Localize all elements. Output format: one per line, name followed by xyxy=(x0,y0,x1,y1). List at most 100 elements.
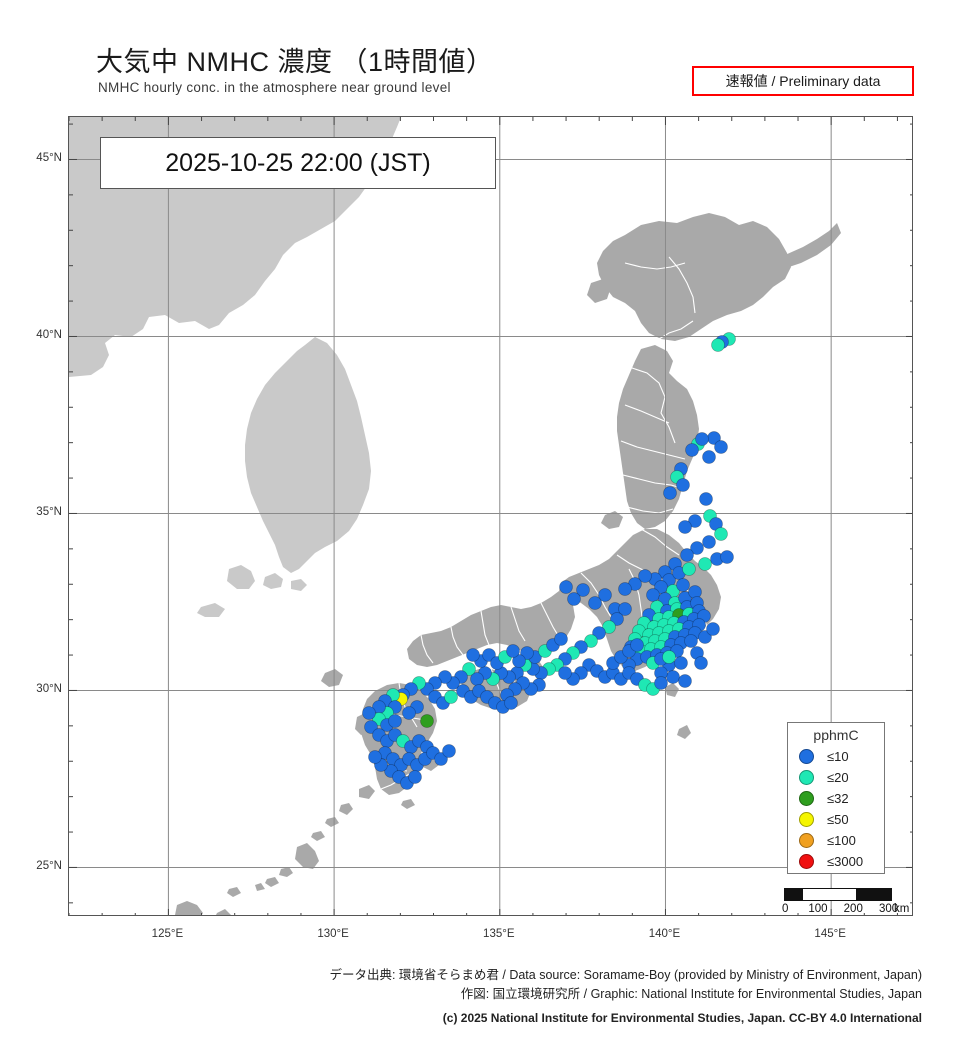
scale-bar-segment-half xyxy=(802,889,821,900)
scale-bar-tick-label: 200 xyxy=(843,903,863,915)
station-point[interactable] xyxy=(680,548,694,562)
x-axis-label: 125°E xyxy=(151,928,184,940)
scale-bar-unit: km xyxy=(894,903,910,915)
legend-color-swatch xyxy=(799,791,814,806)
datetime-box: 2025-10-25 22:00 (JST) xyxy=(100,137,496,189)
station-point[interactable] xyxy=(638,569,652,583)
station-point[interactable] xyxy=(720,550,734,564)
station-point[interactable] xyxy=(506,644,520,658)
y-axis-label: 35°N xyxy=(36,506,62,519)
legend-item-label: ≤32 xyxy=(827,791,849,806)
legend-color-swatch xyxy=(799,812,814,827)
station-point[interactable] xyxy=(694,656,708,670)
station-point[interactable] xyxy=(444,690,458,704)
station-point[interactable] xyxy=(684,634,698,648)
station-point[interactable] xyxy=(676,578,690,592)
station-point[interactable] xyxy=(695,432,709,446)
station-point[interactable] xyxy=(588,596,602,610)
station-point[interactable] xyxy=(462,662,476,676)
station-point[interactable] xyxy=(706,622,720,636)
preliminary-data-badge: 速報値 / Preliminary data xyxy=(692,66,914,96)
x-axis-label: 130°E xyxy=(317,928,349,940)
x-axis-label: 140°E xyxy=(648,928,681,940)
station-point[interactable] xyxy=(362,706,376,720)
station-point[interactable] xyxy=(702,535,716,549)
legend-item[interactable]: ≤32 xyxy=(788,788,884,809)
station-point[interactable] xyxy=(662,650,676,664)
x-axis-label: 135°E xyxy=(483,928,515,940)
station-point[interactable] xyxy=(682,562,696,576)
station-point[interactable] xyxy=(598,588,612,602)
map-graphic xyxy=(69,117,912,915)
station-point[interactable] xyxy=(678,520,692,534)
station-point[interactable] xyxy=(698,630,712,644)
station-point[interactable] xyxy=(678,674,692,688)
legend-item[interactable]: ≤50 xyxy=(788,809,884,830)
station-point[interactable] xyxy=(512,654,526,668)
station-point[interactable] xyxy=(618,602,632,616)
x-axis-label: 145°E xyxy=(814,928,846,940)
legend-color-swatch xyxy=(799,749,814,764)
y-axis-label: 40°N xyxy=(36,329,62,342)
legend-item[interactable]: ≤100 xyxy=(788,830,884,851)
scale-bar-tick-label: 0 xyxy=(782,903,789,915)
footer-data-source: データ出典: 環境省そらまめ君 / Data source: Soramame-… xyxy=(329,968,922,982)
scale-bar-tick-label: 100 xyxy=(808,903,828,915)
station-point[interactable] xyxy=(702,450,716,464)
station-point[interactable] xyxy=(438,670,452,684)
station-point[interactable] xyxy=(402,706,416,720)
map-canvas[interactable] xyxy=(68,116,913,916)
station-point[interactable] xyxy=(690,541,704,555)
station-point[interactable] xyxy=(602,620,616,634)
station-point[interactable] xyxy=(520,646,534,660)
station-point[interactable] xyxy=(576,583,590,597)
axis-ticks xyxy=(69,117,912,915)
station-point[interactable] xyxy=(699,492,713,506)
station-point[interactable] xyxy=(610,612,624,626)
legend-item[interactable]: ≤20 xyxy=(788,767,884,788)
station-point[interactable] xyxy=(408,770,422,784)
station-point[interactable] xyxy=(482,648,496,662)
station-point[interactable] xyxy=(567,592,581,606)
station-point[interactable] xyxy=(654,676,668,690)
scale-bar-segment xyxy=(820,889,856,900)
legend-item[interactable]: ≤10 xyxy=(788,746,884,767)
station-data-points[interactable] xyxy=(362,332,736,790)
legend-color-swatch xyxy=(799,833,814,848)
station-point[interactable] xyxy=(654,580,668,594)
legend-item-label: ≤100 xyxy=(827,833,856,848)
station-point[interactable] xyxy=(714,527,728,541)
station-point[interactable] xyxy=(420,714,434,728)
station-point[interactable] xyxy=(685,443,699,457)
y-axis-label: 30°N xyxy=(36,683,62,696)
legend-color-swatch xyxy=(799,854,814,869)
preliminary-data-label: 速報値 / Preliminary data xyxy=(725,73,881,89)
station-point[interactable] xyxy=(434,752,448,766)
scale-bar-tick-label: 300 xyxy=(879,903,899,915)
station-point[interactable] xyxy=(711,338,725,352)
station-point[interactable] xyxy=(504,696,518,710)
station-point[interactable] xyxy=(676,478,690,492)
legend-item-label: ≤3000 xyxy=(827,854,864,869)
station-point[interactable] xyxy=(558,666,572,680)
station-point[interactable] xyxy=(714,440,728,454)
station-point[interactable] xyxy=(688,514,702,528)
station-point[interactable] xyxy=(368,750,382,764)
station-point[interactable] xyxy=(466,648,480,662)
station-point[interactable] xyxy=(364,720,378,734)
station-point[interactable] xyxy=(559,580,573,594)
station-point[interactable] xyxy=(663,486,677,500)
station-point[interactable] xyxy=(674,656,688,670)
station-point[interactable] xyxy=(554,632,568,646)
station-point[interactable] xyxy=(630,638,644,652)
legend-item[interactable]: ≤3000 xyxy=(788,851,884,872)
station-point[interactable] xyxy=(584,634,598,648)
station-point[interactable] xyxy=(698,557,712,571)
station-point[interactable] xyxy=(646,588,660,602)
station-point[interactable] xyxy=(388,714,402,728)
station-point[interactable] xyxy=(666,670,680,684)
station-point[interactable] xyxy=(618,582,632,596)
station-point[interactable] xyxy=(592,626,606,640)
station-point[interactable] xyxy=(442,744,456,758)
